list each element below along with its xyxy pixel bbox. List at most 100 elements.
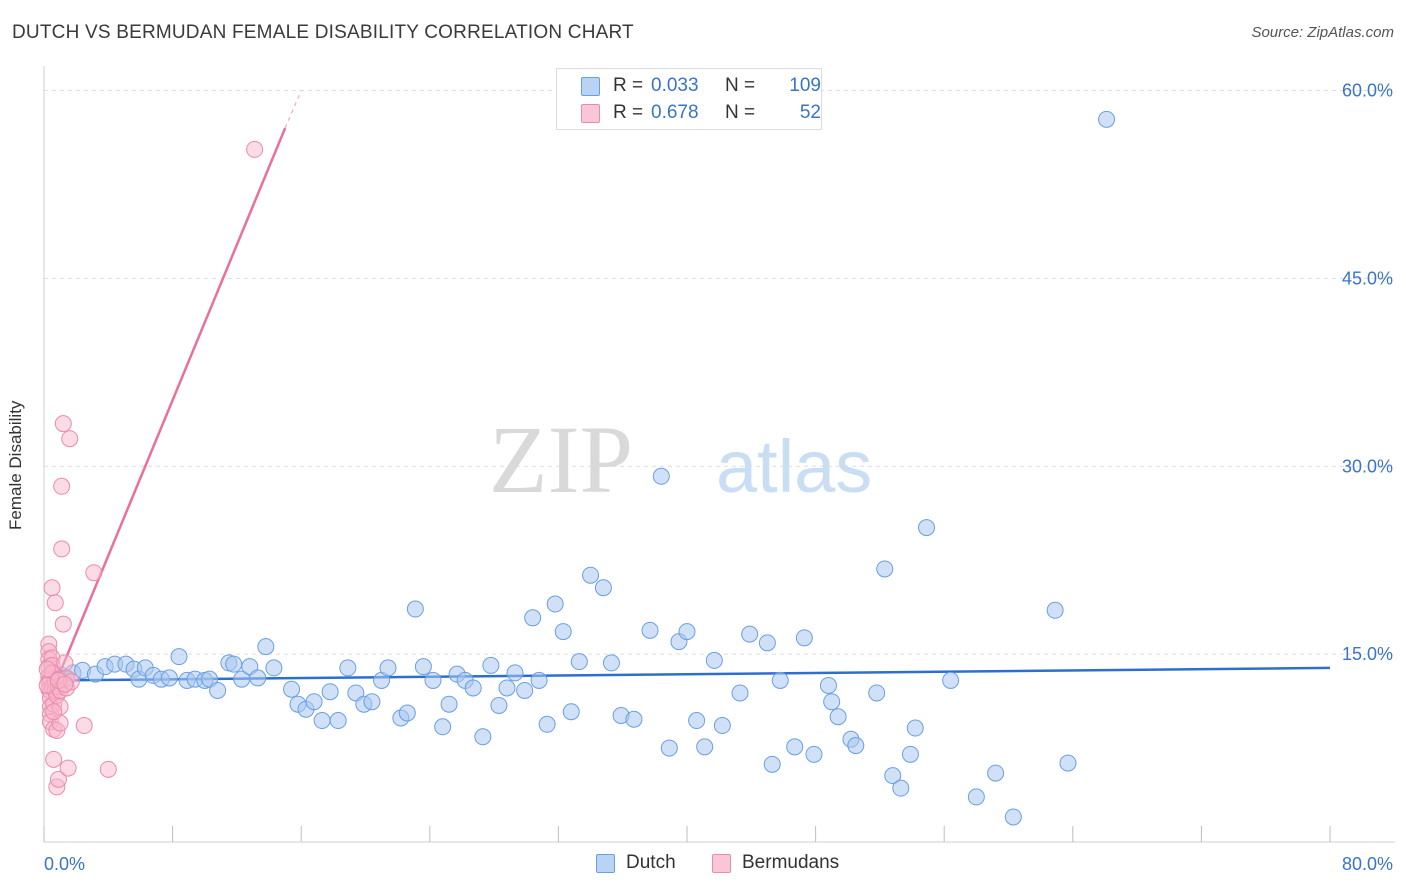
bermudan-swatch — [712, 854, 731, 873]
dutch-point — [257, 638, 275, 656]
n-label: N = — [725, 75, 756, 96]
dutch-point — [209, 681, 227, 699]
dutch-point — [424, 671, 442, 689]
bermudan-point — [53, 477, 71, 495]
dutch-point — [434, 718, 452, 736]
bermudan-point — [99, 760, 117, 778]
bermudan-point — [45, 703, 63, 721]
dutch-point — [379, 659, 397, 677]
dutch-point — [225, 655, 243, 673]
bermudan-point — [59, 759, 77, 777]
watermark: ZIP atlas — [489, 406, 872, 513]
dutch-point — [160, 669, 178, 687]
bermudan-point — [54, 615, 72, 633]
dutch-point — [482, 656, 500, 674]
dutch-point — [562, 703, 580, 721]
dutch-point — [847, 737, 865, 755]
bermudan-trend-extension — [284, 90, 302, 129]
dutch-point — [1046, 601, 1064, 619]
dutch-point — [678, 623, 696, 641]
dutch-point — [795, 629, 813, 647]
dutch-point — [688, 712, 706, 730]
dutch-point — [868, 684, 886, 702]
dutch-point — [967, 788, 985, 806]
dutch-point — [1004, 808, 1022, 826]
bermudan-trend-line — [50, 127, 287, 693]
dutch-point — [901, 745, 919, 763]
dutch-point — [440, 695, 458, 713]
dutch-point — [498, 679, 516, 697]
dutch-point — [602, 654, 620, 672]
dutch-point — [771, 671, 789, 689]
dutch-point — [786, 738, 804, 756]
dutch-point — [363, 693, 381, 711]
bermudan-point — [56, 654, 74, 672]
dutch-point — [321, 683, 339, 701]
dutch-point — [305, 693, 323, 711]
dutch-point — [805, 745, 823, 763]
dutch-point — [942, 671, 960, 689]
bermudan-point — [53, 540, 71, 558]
dutch-swatch — [581, 77, 600, 96]
y-axis-label: Female Disability — [6, 400, 25, 530]
r-label: R = — [613, 75, 644, 96]
dutch-point — [641, 621, 659, 639]
dutch-point — [1098, 110, 1116, 128]
bermudan-point — [75, 717, 93, 735]
dutch-point — [741, 625, 759, 643]
dutch-point — [538, 715, 556, 733]
bermudan-point — [246, 140, 264, 158]
bermudan-swatch — [581, 104, 600, 123]
n-label: N = — [725, 102, 756, 123]
dutch-point — [329, 712, 347, 730]
y-tick-label: 15.0% — [1342, 644, 1393, 664]
dutch-point — [660, 739, 678, 757]
dutch-point — [530, 671, 548, 689]
dutch-point — [313, 712, 331, 730]
bermudan-point — [56, 675, 74, 693]
dutch-point — [464, 679, 482, 697]
dutch-point — [283, 680, 301, 698]
dutch-point — [823, 693, 841, 711]
dutch-point — [1059, 754, 1077, 772]
bermudan-point — [85, 564, 103, 582]
dutch-point — [918, 519, 936, 537]
dutch-point — [884, 767, 902, 785]
dutch-point — [705, 651, 723, 669]
dutch-point — [819, 676, 837, 694]
dutch-point — [582, 566, 600, 584]
dutch-point — [876, 560, 894, 578]
bermudan-point — [49, 770, 67, 788]
x-tick-label: 0.0% — [44, 854, 85, 874]
bermudan-point — [46, 594, 64, 612]
n-value: 52 — [799, 102, 821, 123]
tick-labels: 15.0% 30.0% 45.0% 60.0% 0.0% 80.0% — [44, 81, 1393, 874]
dutch-point — [170, 648, 188, 666]
dutch-points — [43, 110, 1116, 826]
dutch-point — [594, 579, 612, 597]
bermudan-point — [38, 660, 56, 678]
dutch-point — [625, 710, 643, 728]
trend-lines — [50, 90, 1331, 693]
dutch-point — [506, 664, 524, 682]
dutch-point — [398, 704, 416, 722]
bermudan-point — [61, 430, 79, 448]
dutch-point — [829, 708, 847, 726]
y-tick-label: 45.0% — [1342, 268, 1393, 288]
bermudan-points — [38, 140, 264, 796]
bermudan-point — [43, 579, 61, 597]
r-label: R = — [613, 102, 644, 123]
dutch-point — [339, 659, 357, 677]
dutch-point — [490, 696, 508, 714]
bermudan-point — [54, 415, 72, 433]
r-value: 0.678 — [651, 102, 699, 123]
y-tick-label: 60.0% — [1342, 81, 1393, 101]
dutch-point — [713, 717, 731, 735]
series-legend: Dutch Bermudans — [0, 852, 1406, 878]
dutch-point — [474, 728, 492, 746]
dutch-point — [892, 779, 910, 797]
n-value: 109 — [789, 75, 821, 96]
dutch-point — [758, 634, 776, 652]
dutch-point — [763, 755, 781, 773]
